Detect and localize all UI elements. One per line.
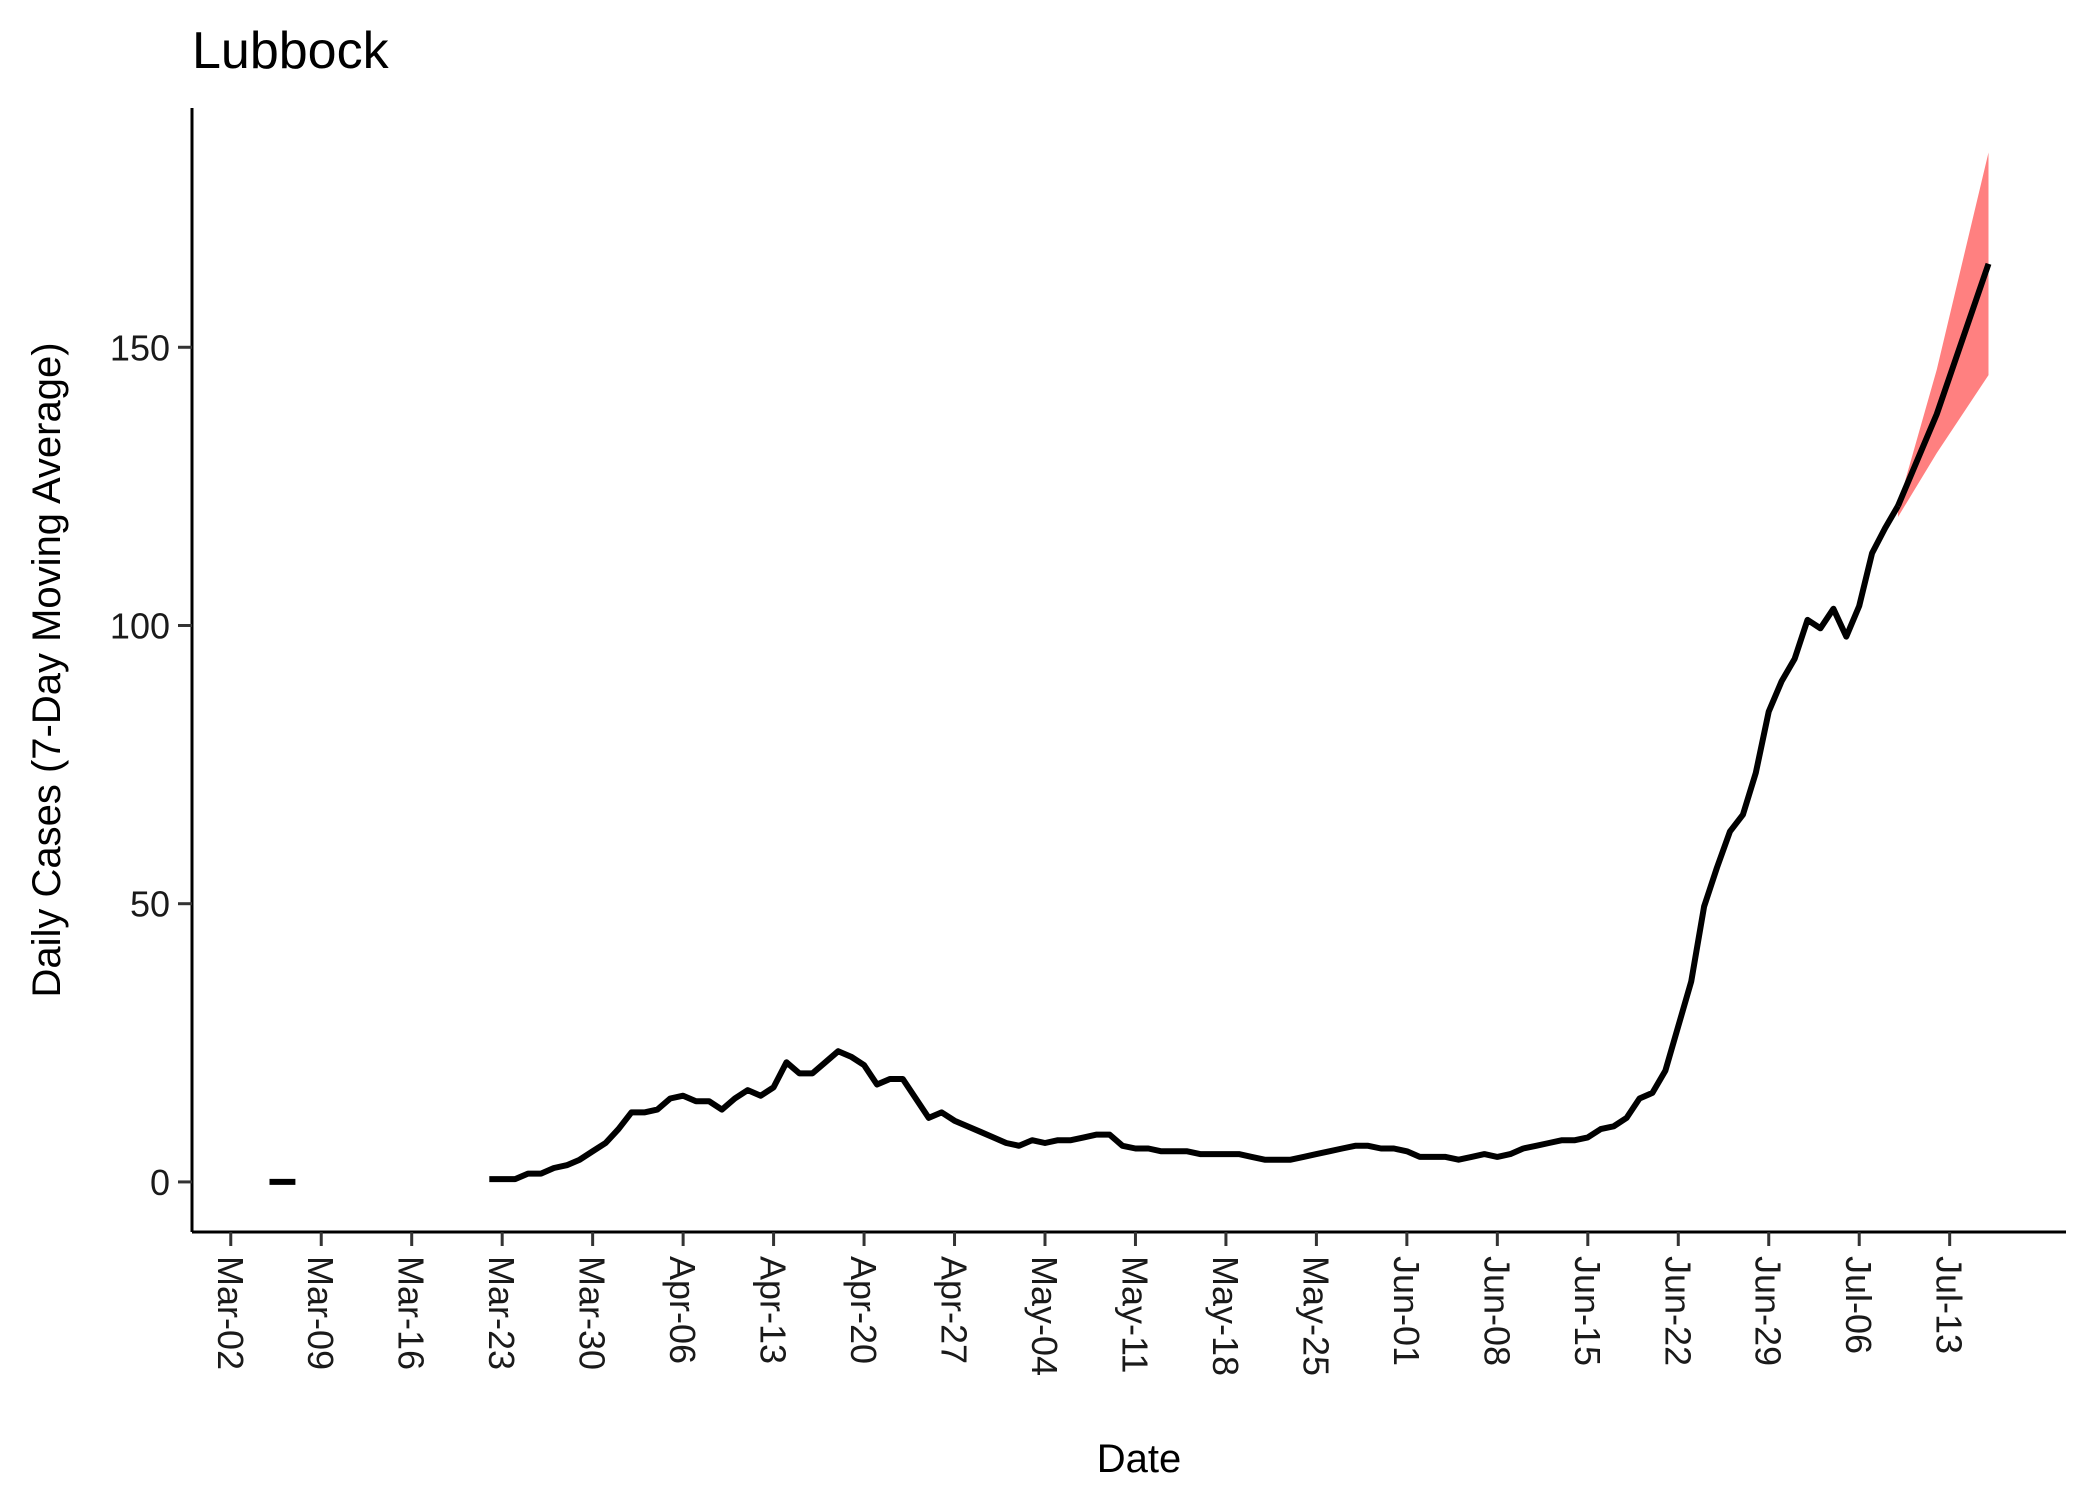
x-tick-label: Apr-20 [843, 1256, 884, 1364]
y-axis-ticks: 0 50 100 150 [110, 327, 192, 1203]
x-tick-label: Mar-02 [210, 1256, 251, 1370]
x-tick-label: Jul-13 [1929, 1256, 1970, 1354]
x-tick-label: Mar-23 [481, 1256, 522, 1370]
x-tick-label: May-25 [1295, 1256, 1336, 1376]
x-tick-label: Apr-06 [662, 1256, 703, 1364]
projection-interval-band [1898, 152, 1989, 517]
y-axis-title: Daily Cases (7-Day Moving Average) [25, 342, 69, 997]
x-tick-label: May-04 [1024, 1256, 1065, 1376]
y-tick-label: 100 [110, 605, 170, 646]
observed-line-segment-2 [489, 504, 1901, 1183]
x-tick-label: Jul-06 [1838, 1256, 1879, 1354]
x-tick-label: Jun-15 [1567, 1256, 1608, 1366]
x-tick-label: Jun-29 [1748, 1256, 1789, 1366]
projection-band-layer [1898, 152, 1989, 517]
x-tick-label: Jun-08 [1476, 1256, 1517, 1366]
y-tick-label: 150 [110, 327, 170, 368]
y-tick-label: 50 [130, 884, 170, 925]
series-layer [269, 262, 1992, 1185]
x-tick-label: Mar-30 [572, 1256, 613, 1370]
x-tick-label: Jun-01 [1386, 1256, 1427, 1366]
projection-line [1895, 262, 1992, 508]
x-axis-ticks: Mar-02 Mar-09 Mar-16 Mar-23 Mar-30 Apr-06 Apr-… [210, 1232, 1970, 1376]
x-axis-title: Date [1097, 1437, 1182, 1481]
x-tick-label: Mar-09 [300, 1256, 341, 1370]
y-tick-label: 0 [150, 1162, 170, 1203]
x-tick-label: Apr-13 [753, 1256, 794, 1364]
x-tick-label: Apr-27 [934, 1256, 975, 1364]
x-tick-label: May-18 [1205, 1256, 1246, 1376]
x-tick-label: May-11 [1115, 1256, 1156, 1373]
chart-title: Lubbock [192, 22, 390, 80]
x-tick-label: Jun-22 [1657, 1256, 1698, 1366]
x-tick-label: Mar-16 [391, 1256, 432, 1370]
